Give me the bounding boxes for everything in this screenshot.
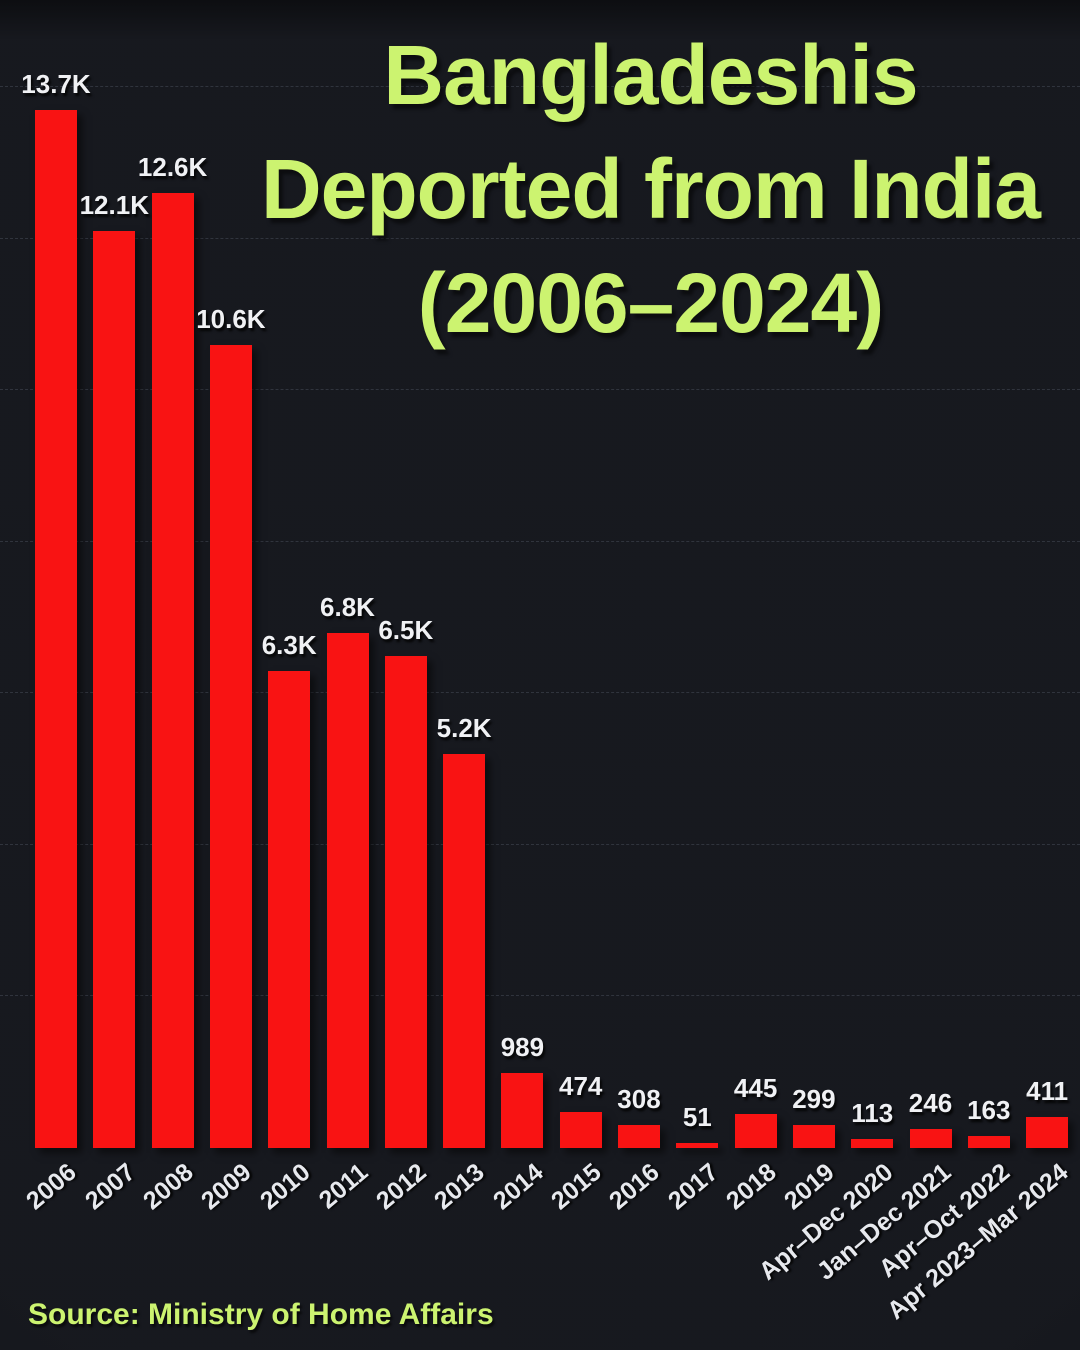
x-tick-label: 2014 — [487, 1158, 549, 1216]
gridline-2000 — [0, 995, 1080, 997]
bar-value-label: 6.3K — [261, 629, 317, 660]
source-credit: Source: Ministry of Home Affairs — [28, 1298, 494, 1331]
x-tick-label: 2009 — [196, 1158, 257, 1216]
bar-2008 — [151, 193, 194, 1148]
bar-2019 — [792, 1125, 835, 1148]
bar-2011 — [326, 632, 369, 1148]
bar-value-label: 6.5K — [378, 614, 434, 645]
bar-2018 — [734, 1114, 777, 1148]
bar-2015 — [559, 1112, 602, 1148]
bar-2009 — [209, 344, 252, 1148]
bar-Jan–Dec 2021 — [909, 1129, 952, 1148]
x-tick-label: 2011 — [313, 1158, 374, 1215]
gridline-6000 — [0, 692, 1080, 694]
bar-value-label: 113 — [851, 1098, 894, 1129]
chart-title: Bangladeshis Deported from India (2006–2… — [225, 18, 1076, 360]
bar-2007 — [93, 231, 136, 1148]
bar-2014 — [501, 1073, 544, 1148]
bar-2010 — [268, 670, 311, 1148]
x-tick-label: 2013 — [429, 1158, 491, 1216]
bar-2016 — [618, 1124, 660, 1148]
x-tick-label: 2018 — [720, 1158, 782, 1216]
bar-chart-plot-area: 13.7K 12.1K 12.6K 10.6K 6.3K 6.8K 6.5K 5.2K 989 4… — [0, 69, 1080, 1148]
x-tick-label: 2008 — [137, 1158, 199, 1216]
bar-value-label: 411 — [1026, 1075, 1069, 1106]
bar-Apr–Dec 2020 — [851, 1139, 894, 1148]
bar-Apr–Oct 2022 — [967, 1135, 1010, 1148]
x-tick-label: 2007 — [79, 1158, 141, 1216]
x-tick-label: 2010 — [254, 1158, 316, 1216]
x-tick-label: 2006 — [21, 1158, 82, 1216]
bar-value-label: 308 — [617, 1083, 661, 1114]
x-tick-label: 2012 — [371, 1158, 432, 1216]
bar-value-label: 299 — [792, 1084, 836, 1115]
bar-2012 — [384, 655, 427, 1148]
bar-value-label: 474 — [558, 1071, 603, 1102]
bar-value-label: 445 — [733, 1073, 778, 1104]
bar-value-label: 6.8K — [320, 591, 375, 622]
x-tick-label: 2017 — [662, 1158, 724, 1216]
bar-value-label: 989 — [500, 1032, 545, 1063]
title-line-1: Bangladeshis — [383, 28, 918, 122]
bar-Apr 2023–Mar 2024 — [1026, 1116, 1069, 1148]
gridline-14000 — [0, 86, 1080, 88]
bar-value-label: 12.1K — [79, 190, 149, 221]
gridline-4000 — [0, 843, 1080, 845]
bar-value-label: 10.6K — [196, 303, 266, 334]
bar-2013 — [443, 754, 486, 1148]
bar-value-label: 163 — [967, 1094, 1011, 1125]
gridline-12000 — [0, 237, 1080, 239]
bar-value-label: 51 — [682, 1102, 712, 1132]
bar-2017 — [676, 1143, 719, 1148]
gridline-10000 — [0, 389, 1080, 391]
bar-value-label: 13.7K — [21, 69, 91, 99]
gridline-8000 — [0, 540, 1080, 542]
bar-value-label: 246 — [908, 1088, 953, 1119]
title-line-3: (2006–2024) — [417, 256, 884, 350]
bar-2006 — [35, 110, 77, 1148]
title-line-2: Deported from India — [260, 142, 1041, 236]
bar-value-label: 5.2K — [436, 713, 492, 744]
x-tick-label: 2016 — [604, 1158, 665, 1216]
bar-value-label: 12.6K — [137, 152, 208, 183]
x-tick-label: 2015 — [546, 1158, 607, 1216]
